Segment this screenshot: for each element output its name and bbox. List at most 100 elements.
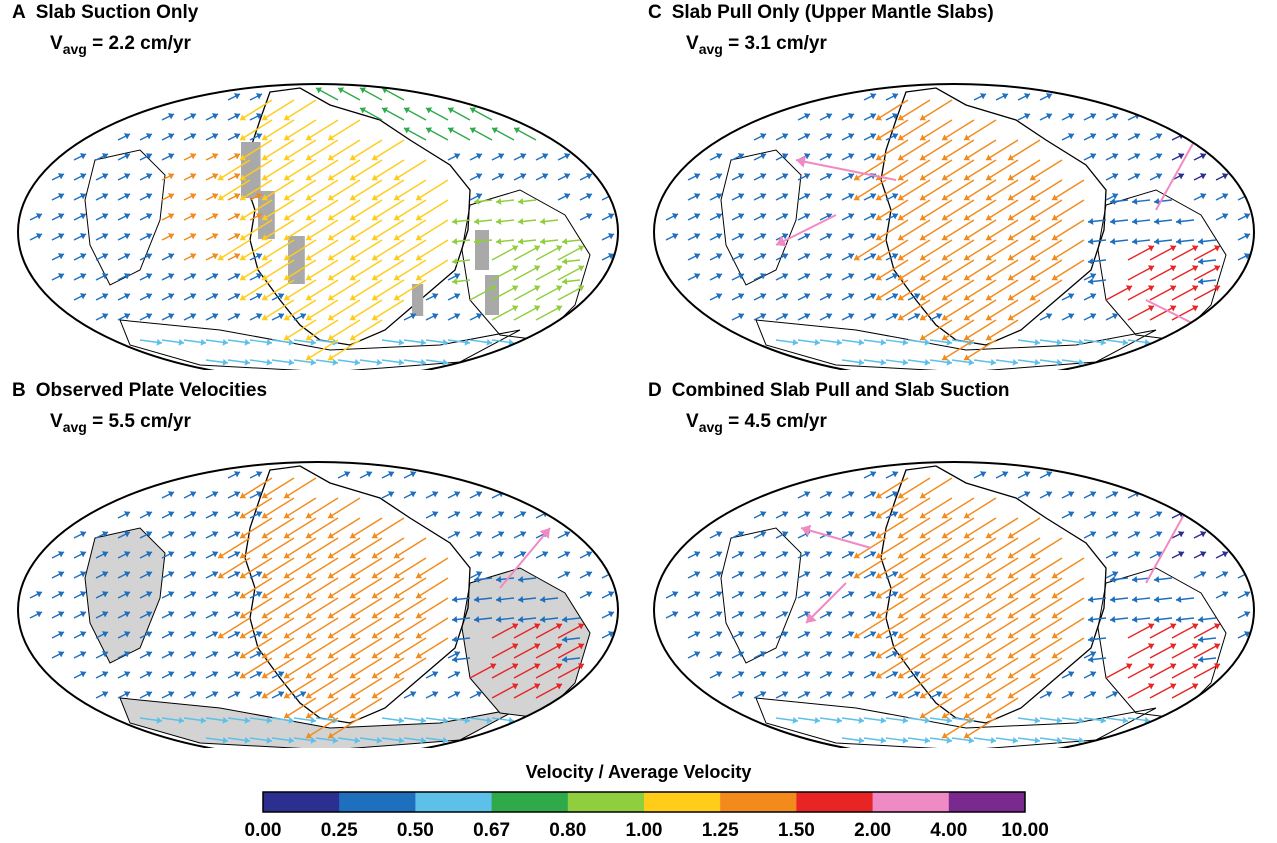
velocity-arrow-head bbox=[233, 651, 240, 658]
velocity-arrow-head bbox=[1089, 531, 1096, 538]
velocity-arrow-head bbox=[1169, 623, 1176, 630]
velocity-arrow-shaft bbox=[963, 657, 997, 679]
velocity-arrow-head bbox=[1078, 716, 1084, 724]
velocity-arrow-head bbox=[715, 571, 722, 578]
velocity-arrow-head bbox=[376, 358, 382, 366]
velocity-arrow-head bbox=[671, 611, 678, 618]
velocity-arrow-shaft bbox=[371, 199, 405, 221]
velocity-arrow-head bbox=[101, 551, 108, 558]
velocity-arrow-head bbox=[1008, 672, 1015, 679]
velocity-arrow-head bbox=[255, 511, 262, 518]
velocity-arrow-head bbox=[453, 531, 460, 538]
velocity-arrow-head bbox=[920, 134, 927, 141]
velocity-arrow-head bbox=[240, 632, 247, 639]
velocity-arrow-head bbox=[79, 253, 86, 260]
velocity-arrow-shaft bbox=[305, 637, 339, 659]
velocity-arrow-head bbox=[1045, 313, 1052, 320]
velocity-arrow-head bbox=[737, 671, 744, 678]
velocity-arrow-head bbox=[1034, 338, 1040, 346]
velocity-arrow-head bbox=[328, 712, 335, 719]
velocity-arrow-head bbox=[1221, 193, 1228, 200]
velocity-arrow-head bbox=[394, 274, 401, 281]
velocity-arrow-head bbox=[1078, 736, 1084, 744]
velocity-arrow-head bbox=[79, 651, 86, 658]
velocity-arrow-shaft bbox=[941, 139, 975, 161]
velocity-arrow-shaft bbox=[283, 139, 317, 161]
velocity-arrow-head bbox=[1243, 631, 1250, 638]
vavg-label: Vavg = 2.2 cm/yr bbox=[50, 33, 191, 57]
velocity-arrow-head bbox=[920, 512, 927, 519]
velocity-arrow-head bbox=[1078, 338, 1084, 346]
velocity-arrow-head bbox=[1176, 217, 1182, 225]
velocity-arrow-head bbox=[497, 173, 504, 180]
velocity-arrow-head bbox=[562, 655, 568, 663]
velocity-arrow-head bbox=[891, 571, 898, 578]
velocity-arrow-head bbox=[693, 571, 700, 578]
velocity-arrow-head bbox=[233, 571, 240, 578]
velocity-arrow-head bbox=[306, 234, 313, 241]
velocity-arrow-head bbox=[211, 133, 218, 140]
velocity-arrow-head bbox=[1089, 313, 1096, 320]
velocity-arrow-shaft bbox=[261, 159, 295, 181]
velocity-arrow-head bbox=[607, 611, 614, 618]
velocity-arrow-shaft bbox=[349, 597, 383, 619]
velocity-arrow-shaft bbox=[875, 597, 909, 619]
velocity-arrow-shaft bbox=[283, 637, 317, 659]
velocity-arrow-head bbox=[555, 245, 562, 252]
velocity-arrow-head bbox=[1213, 643, 1220, 650]
velocity-arrow-head bbox=[1196, 120, 1207, 131]
velocity-arrow-head bbox=[372, 552, 379, 559]
velocity-arrow-shaft bbox=[371, 159, 405, 181]
velocity-arrow-head bbox=[803, 611, 810, 618]
velocity-arrow-head bbox=[847, 591, 854, 598]
velocity-arrow-shaft bbox=[305, 677, 339, 699]
velocity-arrow-head bbox=[57, 213, 64, 220]
velocity-arrow-head bbox=[328, 552, 335, 559]
slab-region bbox=[475, 230, 489, 270]
velocity-arrow-head bbox=[211, 591, 218, 598]
velocity-arrow-shaft bbox=[985, 279, 1019, 301]
velocity-arrow-shaft bbox=[239, 517, 273, 539]
velocity-arrow-head bbox=[880, 736, 886, 744]
velocity-arrow-head bbox=[453, 273, 460, 280]
velocity-arrow-head bbox=[350, 314, 357, 321]
colorbar-segment bbox=[415, 792, 493, 812]
velocity-arrow-head bbox=[189, 113, 196, 120]
velocity-arrow-head bbox=[123, 173, 130, 180]
velocity-arrow-shaft bbox=[327, 537, 361, 559]
velocity-arrow-head bbox=[350, 154, 357, 161]
velocity-arrow-head bbox=[891, 651, 898, 658]
velocity-arrow-head bbox=[255, 571, 262, 578]
velocity-arrow-head bbox=[394, 194, 401, 201]
velocity-arrow-head bbox=[1089, 491, 1096, 498]
velocity-arrow-head bbox=[715, 213, 722, 220]
velocity-arrow-head bbox=[803, 113, 810, 120]
velocity-arrow-head bbox=[475, 491, 482, 498]
plate-boundary bbox=[880, 465, 1107, 724]
velocity-arrow-head bbox=[514, 127, 521, 134]
velocity-arrow-head bbox=[328, 592, 335, 599]
velocity-arrow-head bbox=[737, 233, 744, 240]
velocity-arrow-head bbox=[1030, 254, 1037, 261]
velocity-arrow-shaft bbox=[919, 279, 953, 301]
colorbar-tick-label: 10.00 bbox=[1001, 820, 1049, 841]
velocity-arrow-shaft bbox=[305, 339, 339, 361]
velocity-arrow-head bbox=[189, 233, 196, 240]
velocity-arrow-head bbox=[1052, 274, 1059, 281]
velocity-arrow-head bbox=[211, 491, 218, 498]
velocity-arrow-shaft bbox=[941, 239, 975, 261]
velocity-arrow-head bbox=[284, 632, 291, 639]
velocity-arrow-head bbox=[814, 338, 820, 346]
velocity-arrow-head bbox=[715, 671, 722, 678]
velocity-arrow-head bbox=[577, 245, 584, 252]
velocity-arrow-head bbox=[1008, 254, 1015, 261]
velocity-arrow-head bbox=[1155, 531, 1162, 538]
velocity-arrow-head bbox=[803, 511, 810, 518]
velocity-arrow-head bbox=[1023, 93, 1030, 100]
velocity-arrow-shaft bbox=[897, 199, 931, 221]
velocity-arrow-head bbox=[1132, 237, 1138, 245]
velocity-arrow-head bbox=[101, 253, 108, 260]
velocity-arrow-head bbox=[372, 314, 379, 321]
velocity-arrow-shaft bbox=[897, 517, 931, 539]
velocity-arrow-head bbox=[1199, 571, 1206, 578]
